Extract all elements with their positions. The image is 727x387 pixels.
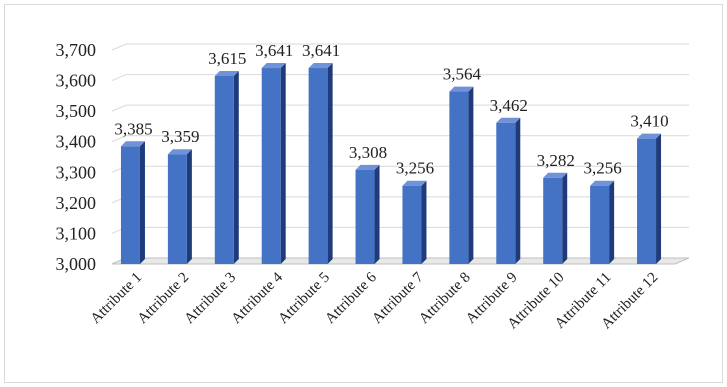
bar-side [656,133,662,264]
gridline-depth [111,74,127,82]
bar-top [261,63,286,69]
bar-top [167,149,192,155]
bar-side [186,149,192,264]
bar-side [374,164,380,264]
bar-side [562,172,568,264]
bar [637,138,657,264]
bar [120,146,140,264]
y-axis-tick-labels: 3,000 3,100 3,200 3,300 3,400 3,500 3,600 3,700 [56,40,97,274]
data-label: 3,641 [255,41,293,60]
data-label: 3,385 [114,119,152,138]
y-tick-label: 3,300 [56,162,97,182]
bar-top [637,133,662,139]
bar-top [308,63,333,69]
bar-top [402,180,427,186]
y-tick-label: 3,400 [56,132,97,152]
bar-top [355,164,380,170]
data-label: 3,256 [584,159,622,178]
gridline-depth [111,43,127,51]
data-label: 3,359 [161,127,199,146]
data-label: 3,256 [396,159,434,178]
bar-side [421,180,427,264]
bar [402,185,422,264]
bar-top [496,117,521,123]
y-tick-label: 3,600 [56,71,97,91]
bar-top [214,70,239,76]
y-tick-label: 3,200 [56,193,97,213]
bar-side [468,86,474,264]
bar-top [449,86,474,92]
bar [355,169,375,264]
bar-top [120,141,145,147]
bar [543,177,563,264]
y-tick-label: 3,500 [56,101,97,121]
bar-top [543,172,568,178]
data-label: 3,641 [302,41,340,60]
y-tick-label: 3,100 [56,223,97,243]
bar [214,75,234,264]
data-label: 3,282 [537,151,575,170]
bar [261,68,281,264]
bar [308,68,328,264]
gridline-depth [111,135,127,143]
y-tick-label: 3,700 [56,40,97,60]
bar [496,122,516,264]
bar [449,91,469,264]
bar-side [327,63,333,265]
bar-top [590,180,615,186]
bar-side [233,70,239,264]
bar-side [609,180,615,264]
data-label: 3,410 [630,112,668,131]
y-tick-label: 3,000 [56,254,97,274]
data-label: 3,564 [443,65,482,84]
bars [120,63,662,265]
data-label: 3,308 [349,143,387,162]
data-label: 3,462 [490,96,528,115]
bar-side [515,117,521,264]
bar-side [139,141,145,264]
gridline-depth [111,104,127,112]
data-label: 3,615 [208,49,246,68]
bar [167,154,187,264]
bar [590,185,610,264]
bar-side [280,63,286,265]
data-labels: 3,385 3,359 3,615 3,641 3,641 3,308 3,256 3,564… [114,41,668,178]
